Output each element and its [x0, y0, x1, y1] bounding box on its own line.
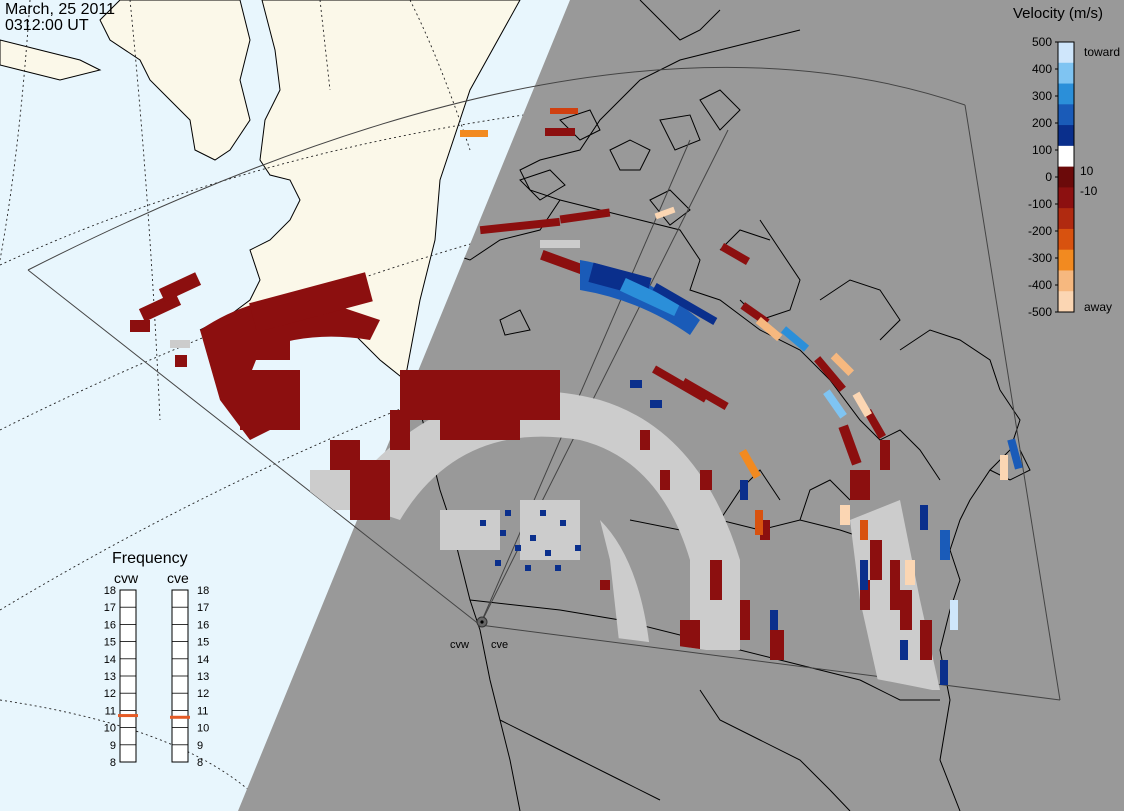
radar-sites	[476, 616, 488, 628]
velocity-inner-tick-label: -10	[1080, 184, 1098, 198]
land-siberia	[99, 0, 251, 161]
radar-label-cvw: cvw	[450, 639, 469, 651]
velocity-color-swatch	[1058, 228, 1074, 251]
velocity-toward-label: toward	[1084, 45, 1120, 59]
frequency-label-cve: cve	[167, 570, 189, 586]
frequency-tick-label: 12	[104, 688, 116, 700]
frequency-tick-label: 17	[104, 602, 116, 614]
velocity-tick-label: 100	[1032, 143, 1052, 157]
frequency-tick-label: 9	[110, 740, 116, 752]
frequency-marker-cvw	[118, 714, 138, 718]
velocity-inner-tick-label: 10	[1080, 164, 1094, 178]
velocity-tick-label: -100	[1028, 197, 1052, 211]
frequency-marker-cve	[170, 715, 190, 719]
frequency-tick-label: 18	[104, 585, 116, 597]
velocity-tick-label: 300	[1032, 89, 1052, 103]
frequency-tick-label: 10	[104, 723, 116, 735]
velocity-color-swatch	[1058, 249, 1074, 271]
velocity-tick-label: 0	[1045, 170, 1052, 184]
velocity-tick-label: 500	[1032, 35, 1052, 49]
velocity-color-swatch	[1058, 42, 1074, 64]
velocity-tick-label: 400	[1032, 62, 1052, 76]
velocity-color-swatch	[1058, 270, 1074, 292]
radar-label-cve: cve	[491, 639, 508, 651]
frequency-tick-label: 8	[197, 757, 203, 769]
velocity-tick-label: -200	[1028, 224, 1052, 238]
frequency-tick-label: 15	[104, 637, 116, 649]
frequency-tick-label: 16	[104, 619, 116, 631]
frequency-tick-label: 11	[105, 705, 116, 717]
date-label: March, 25 2011	[5, 1, 115, 18]
frequency-panel-title: Frequency	[112, 550, 188, 567]
velocity-color-swatch	[1058, 145, 1074, 168]
velocity-legend-title: Velocity (m/s)	[1013, 5, 1104, 22]
velocity-color-swatch	[1058, 104, 1074, 126]
velocity-color-swatch	[1058, 62, 1074, 85]
velocity-color-swatch	[1058, 83, 1074, 105]
frequency-tick-label: 9	[197, 740, 203, 752]
frequency-tick-label: 8	[110, 757, 116, 769]
frequency-tick-label: 18	[197, 585, 209, 597]
frequency-label-cvw: cvw	[114, 570, 139, 586]
velocity-color-swatch	[1058, 166, 1074, 188]
frequency-tick-label: 10	[197, 723, 209, 735]
frequency-panel: 18 17 16 15 14 13 12 11 10 9 8 18 17 16 15 14 13 12 11 10 9 8	[104, 585, 210, 769]
velocity-color-swatch	[1058, 187, 1074, 209]
time-label: 0312:00 UT	[5, 17, 89, 34]
velocity-away-label: away	[1084, 300, 1112, 314]
frequency-tick-label: 14	[197, 654, 209, 666]
frequency-tick-label: 17	[197, 602, 209, 614]
velocity-color-swatch	[1058, 291, 1074, 313]
frequency-tick-label: 13	[104, 671, 116, 683]
frequency-tick-label: 15	[197, 637, 209, 649]
frequency-tick-label: 12	[197, 688, 209, 700]
frequency-tick-label: 14	[104, 654, 116, 666]
velocity-color-swatch	[1058, 208, 1074, 230]
backscatter	[130, 88, 1023, 690]
velocity-tick-label: -400	[1028, 278, 1052, 292]
frequency-tick-label: 13	[197, 671, 209, 683]
velocity-tick-label: 200	[1032, 116, 1052, 130]
velocity-legend: 500 400 300 200 100 0 -100 -200 -300 -400 -500 10 -1…	[1028, 35, 1120, 319]
frequency-tick-label: 16	[197, 619, 209, 631]
velocity-tick-label: -500	[1028, 305, 1052, 319]
velocity-color-swatch	[1058, 125, 1074, 147]
velocity-tick-label: -300	[1028, 251, 1052, 265]
frequency-tick-label: 11	[197, 705, 208, 717]
